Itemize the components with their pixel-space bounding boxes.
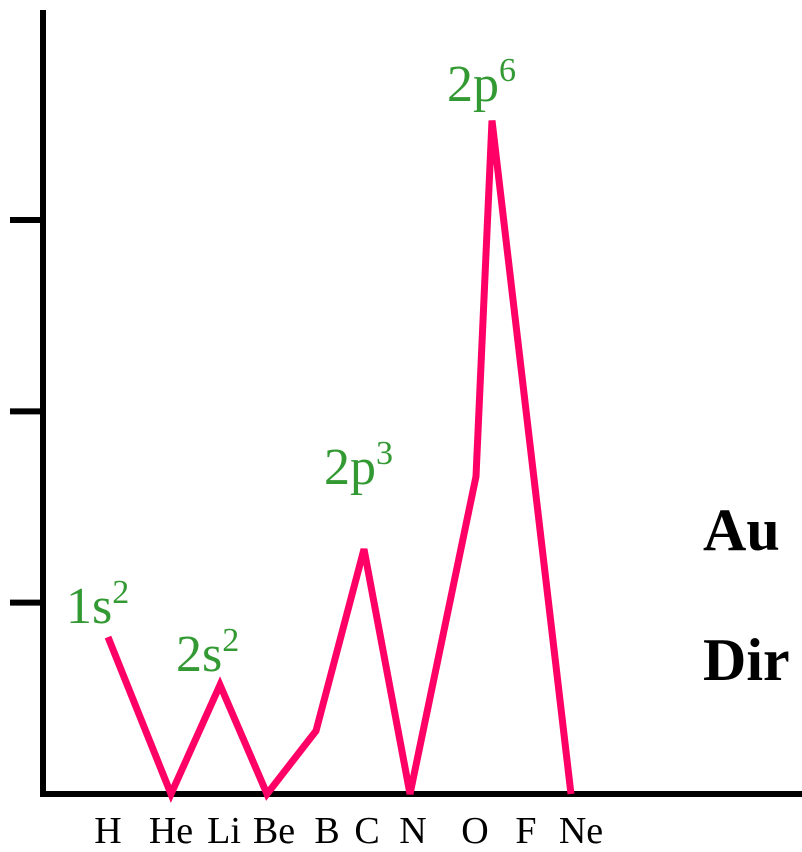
y-ticks (10, 217, 43, 606)
side-texts: Au Dir (703, 497, 790, 693)
axes (10, 10, 802, 797)
annotation-3: 2p3 (324, 435, 393, 496)
x-tick-label: H (94, 810, 121, 852)
x-tick-label: B (314, 810, 339, 852)
x-tick-label: Be (253, 810, 295, 852)
side-text-1: Au (703, 497, 780, 563)
annotation-1: 1s2 (66, 574, 129, 635)
side-text-2: Dir (703, 627, 790, 693)
x-tick-label: Li (207, 810, 241, 852)
series-line-1 (104, 120, 575, 803)
annotations: 1s2 2s2 2p3 2p6 (66, 52, 516, 683)
x-tick-label: O (461, 810, 488, 852)
x-tick-label: F (515, 810, 536, 852)
x-tick-label: He (149, 810, 193, 852)
x-tick-label: Ne (559, 810, 603, 852)
x-tick-labels: H He Li Be B C N O F Ne (94, 810, 603, 852)
annotation-4: 2p6 (447, 52, 516, 113)
x-tick-label: C (354, 810, 379, 852)
series (104, 120, 575, 803)
x-tick-label: N (399, 810, 426, 852)
annotation-2: 2s2 (176, 622, 239, 683)
